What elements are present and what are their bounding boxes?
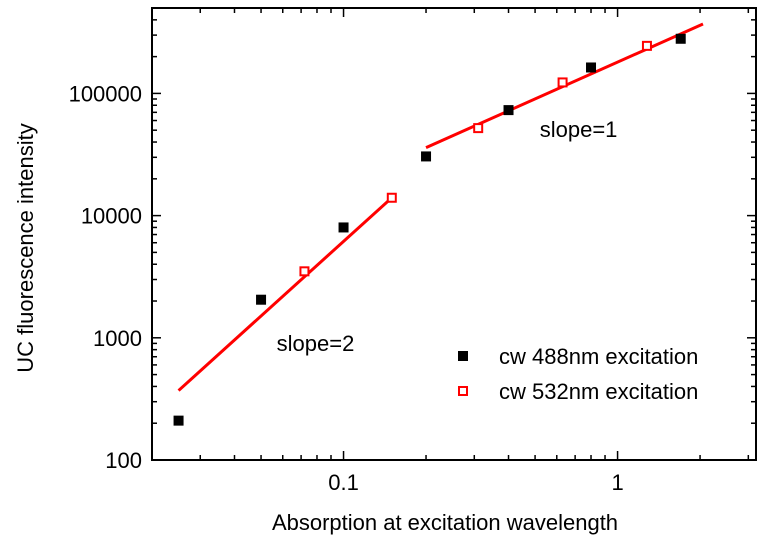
slope-annotation: slope=2	[277, 331, 355, 356]
x-tick-label: 1	[611, 470, 623, 495]
data-point	[338, 222, 349, 233]
slope-annotation: slope=1	[540, 117, 618, 142]
legend-label: cw 488nm excitation	[499, 344, 698, 369]
y-tick-label: 100000	[69, 81, 142, 106]
data-point	[173, 415, 184, 426]
y-axis-ticks: 100 1000 10000 100000	[69, 7, 756, 473]
legend: cw 488nm excitation cw 532nm excitation	[458, 344, 698, 404]
data-point	[675, 33, 686, 44]
data-point	[586, 62, 597, 73]
data-point	[503, 105, 514, 116]
data-point	[473, 123, 484, 134]
data-point	[386, 192, 397, 203]
y-tick-label: 1000	[93, 326, 142, 351]
data-point	[299, 266, 310, 277]
data-points	[173, 33, 686, 426]
data-point	[641, 40, 652, 51]
data-point	[421, 151, 432, 162]
y-tick-label: 10000	[81, 204, 142, 229]
fit-lines	[177, 22, 704, 392]
y-axis-label: UC fluorescence intensity	[13, 123, 38, 372]
x-tick-label: 0.1	[328, 470, 359, 495]
data-point	[557, 77, 568, 88]
legend-label: cw 532nm excitation	[499, 379, 698, 404]
x-axis-ticks: 0.1 1	[151, 8, 750, 495]
y-tick-label: 100	[105, 448, 142, 473]
legend-marker	[458, 386, 468, 396]
legend-marker	[458, 351, 468, 361]
annotations: slope=2 slope=1	[277, 117, 618, 356]
x-axis-label: Absorption at excitation wavelength	[272, 510, 618, 535]
fit-line	[177, 196, 393, 392]
data-point	[256, 294, 267, 305]
